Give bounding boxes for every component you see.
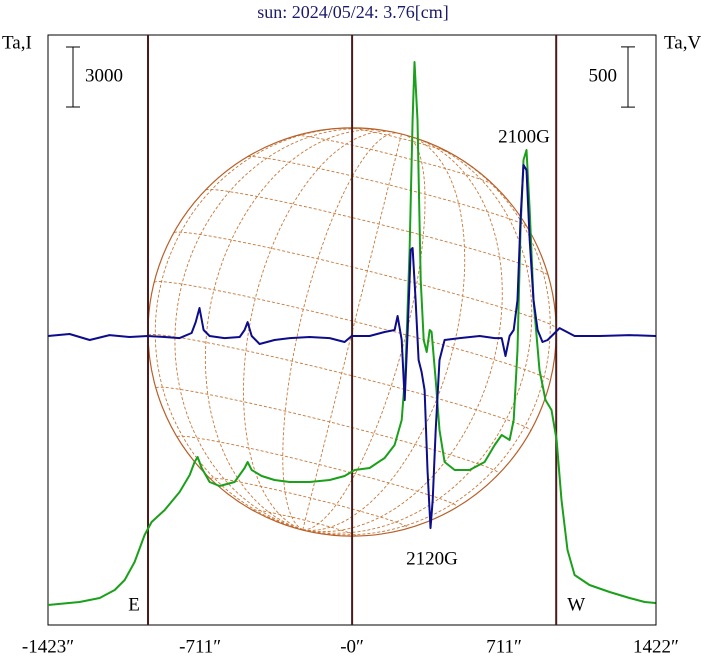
disk-grid [243, 130, 392, 531]
disk-grid [154, 127, 361, 531]
disk-grid [302, 147, 551, 536]
annotation: 2100G [498, 126, 550, 147]
disk-grid [173, 231, 557, 329]
disk-grid [204, 129, 387, 531]
y2-axis-label: Ta,V [664, 32, 701, 53]
series-line [47, 61, 656, 606]
disk-grid [302, 138, 533, 534]
limb-label: E [128, 594, 140, 615]
scale-bar-label: 3000 [85, 65, 123, 86]
disk-grid [155, 386, 500, 474]
disk-grid [282, 132, 397, 531]
scale-bar-label: 500 [589, 65, 618, 86]
chart-title: sun: 2024/05/24: 3.76[cm] [257, 2, 449, 22]
disk-grid [302, 136, 466, 531]
disk-grid [302, 137, 503, 533]
x-tick-label: -1423″ [22, 636, 74, 657]
disk-grid [252, 509, 357, 536]
annotation: 2120G [406, 548, 458, 569]
disk-grid [176, 435, 458, 507]
disk-grid [153, 281, 551, 382]
x-tick-label: -0″ [340, 636, 364, 657]
disk-grid [210, 477, 409, 528]
x-tick-label: 711″ [486, 636, 522, 657]
limb-label: W [567, 594, 585, 615]
disk-grid [174, 128, 384, 531]
disk-grid [205, 188, 549, 276]
disk-grid [349, 127, 451, 154]
disk-grid [302, 135, 426, 531]
series-line [47, 164, 656, 530]
disk-grid [296, 135, 494, 186]
x-tick-label: 1422″ [633, 636, 679, 657]
disk-grid [247, 156, 527, 227]
y-axis-label: Ta,I [2, 32, 32, 53]
disk-grid [302, 133, 402, 530]
x-tick-label: -711″ [179, 636, 221, 657]
